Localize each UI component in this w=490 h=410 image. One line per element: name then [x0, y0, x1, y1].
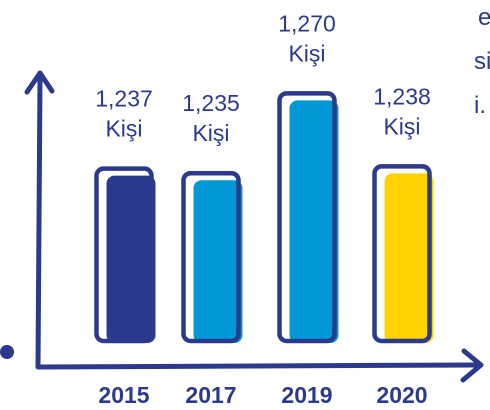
- category-label-2017: 2017: [185, 382, 236, 408]
- value-label-2020: 1,238: [373, 83, 431, 109]
- category-label-2019: 2019: [281, 382, 332, 408]
- bar-2019: [277, 91, 339, 344]
- unit-label-2017: Kişi: [192, 120, 229, 146]
- bar-fill-2015: [106, 175, 156, 343]
- bar-fill-2020: [384, 173, 434, 343]
- cropped-text-line-3: i.: [474, 92, 486, 119]
- bar-2015: [94, 166, 156, 344]
- value-label-2019: 1,270: [278, 10, 336, 36]
- axis-lines: [35, 75, 479, 370]
- bar-fill-2019: [289, 100, 339, 344]
- corner-dot: [0, 345, 14, 359]
- unit-label-2015: Kişi: [105, 116, 142, 142]
- value-label-2015: 1,237: [95, 86, 153, 112]
- y-axis-arrow: [24, 70, 55, 95]
- chart-labels: 1,237 Kişi 2015 1,235 Kişi 2017 1,270 Kişi 2019 1…: [95, 10, 431, 408]
- category-label-2015: 2015: [98, 382, 149, 408]
- bar-outline-2020: [372, 164, 432, 344]
- unit-label-2019: Kişi: [288, 40, 325, 66]
- category-label-2020: 2020: [376, 382, 427, 408]
- cropped-text-line-2: si: [474, 48, 490, 75]
- x-axis-arrow: [460, 348, 484, 383]
- bar-outline-2017: [181, 170, 241, 344]
- chart-bars: [94, 91, 434, 344]
- bar-outline-2019: [277, 91, 337, 344]
- bar-2017: [181, 170, 243, 344]
- chart-axes: [0, 70, 484, 383]
- value-label-2017: 1,235: [182, 90, 240, 116]
- cropped-text-line-1: e: [478, 4, 490, 31]
- unit-label-2020: Kişi: [383, 113, 420, 139]
- bar-2020: [372, 164, 434, 344]
- bar-outline-2015: [94, 166, 154, 344]
- bar-fill-2017: [193, 180, 243, 343]
